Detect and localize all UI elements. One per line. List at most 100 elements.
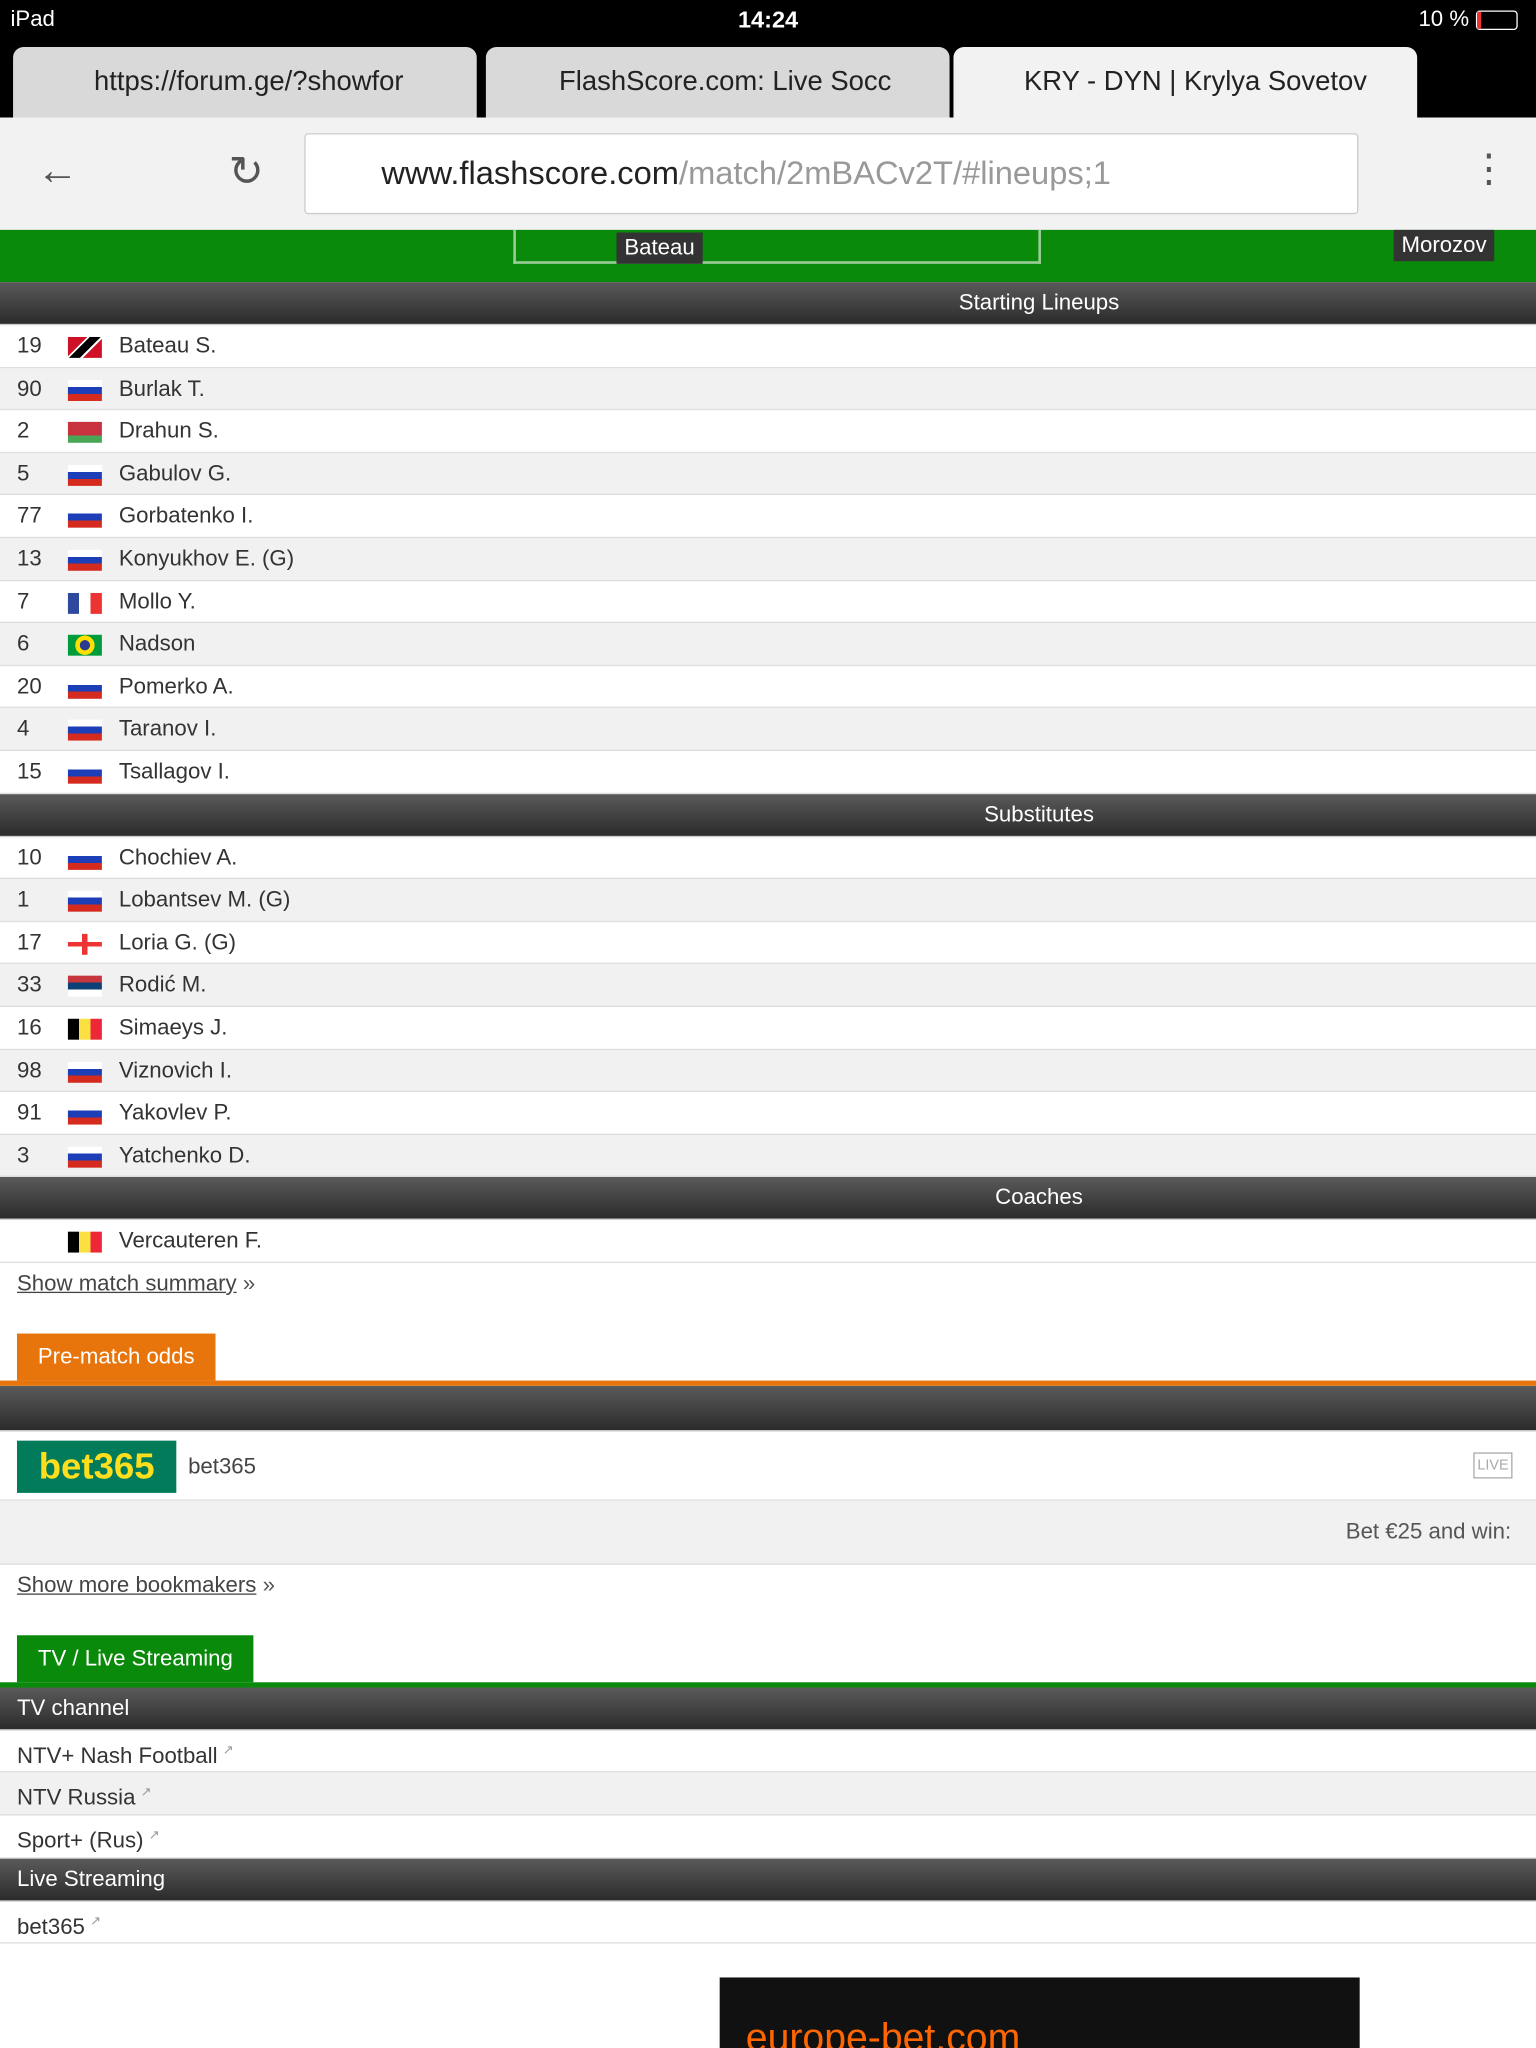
bookmaker-link[interactable]: bet365 (188, 1453, 256, 1479)
reload-button[interactable]: ↻ (228, 147, 264, 195)
shirt-number: 5 (16, 460, 30, 486)
tab-title: FlashScore.com: Live Socc (559, 66, 892, 97)
player-row: 5 Gabulov G. (0, 452, 1536, 496)
pitch (0, 229, 1536, 283)
bookmaker-row: bet365 bet365 LIVE (0, 1431, 1536, 1501)
pitch-player[interactable]: Morozov (1393, 229, 1495, 262)
player-name: Simaeys J. (118, 1014, 228, 1040)
shirt-number: 3 (16, 1142, 30, 1168)
battery-icon (1475, 10, 1518, 31)
shirt-number: 6 (16, 631, 30, 656)
flag (67, 848, 102, 870)
shirt-number: 90 (16, 375, 42, 401)
player-row: 17 Loria G. (G) (0, 922, 1536, 965)
flag (67, 890, 102, 912)
channel-row: NTV+ Nash Football ↗ (0, 1730, 1536, 1774)
flag (67, 933, 102, 955)
section-title: Starting Lineups (958, 289, 1120, 315)
menu-button[interactable]: ⋮ (1469, 147, 1509, 191)
player-row: 6 Nadson (0, 623, 1536, 666)
channel-link[interactable]: NTV+ Nash Football (16, 1743, 218, 1768)
player-name: Burlak T. (118, 375, 205, 401)
arrow: » (262, 1572, 275, 1598)
channel-link[interactable]: bet365 (16, 1913, 85, 1939)
more-bookmakers-link[interactable]: Show more bookmakers (16, 1572, 257, 1598)
player-row: 91 Yakovlev P. (0, 1092, 1536, 1135)
live-icon: LIVE (1473, 1452, 1513, 1479)
tab[interactable]: https://forum.ge/?showfor (13, 47, 477, 118)
player-name: Vercauteren F. (118, 1228, 263, 1253)
back-button[interactable]: ← (36, 146, 79, 194)
external-icon: ↗ (148, 1828, 160, 1844)
more-bookmakers: Show more bookmakers » (0, 1565, 1536, 1607)
tab-button[interactable]: TV / Live Streaming (16, 1635, 254, 1683)
player-name: Yakovlev P. (118, 1099, 232, 1125)
flag (67, 592, 102, 614)
section-title: Coaches (995, 1185, 1083, 1210)
flag (67, 1061, 102, 1083)
flag (67, 976, 102, 997)
channel-row: NTV Russia ↗ (0, 1773, 1536, 1816)
tab-title: KRY - DYN | Krylya Sovetov (1023, 66, 1367, 97)
channel-link[interactable]: NTV Russia (16, 1785, 136, 1811)
section-title: Substitutes (984, 801, 1094, 827)
channel-link[interactable]: Sport+ (Rus) (16, 1828, 144, 1854)
player-row: 13 Konyukhov E. (G) (0, 538, 1536, 581)
tab[interactable]: FlashScore.com: Live Socc (485, 47, 950, 118)
pitch-player[interactable]: Bateau (616, 232, 703, 264)
stream-header-title: Live Streaming (16, 1865, 166, 1891)
summary-link[interactable]: Show match summary (16, 1270, 237, 1296)
shirt-number: 10 (16, 844, 42, 870)
ad[interactable]: europe-bet.com (719, 1977, 1360, 2048)
player-list: 10 Chochiev A. 1 Lobantsev M. (G) 17 Loria G.… (0, 837, 1536, 1178)
player-name: Pomerko A. (118, 673, 234, 699)
player-row: 33 Rodić M. (0, 964, 1536, 1007)
flag (67, 1018, 102, 1040)
player-name: Rodić M. (118, 972, 207, 997)
player-name: Gorbatenko I. (118, 503, 254, 529)
shirt-number: 17 (16, 929, 42, 955)
player-row: 77 Gorbatenko I. (0, 496, 1536, 539)
player-row: 2 Drahun S. (0, 410, 1536, 453)
flag (67, 1232, 102, 1253)
channel-row: bet365 ↗ (0, 1901, 1536, 1944)
player-name: Yatchenko D. (118, 1142, 251, 1168)
player-name: Viznovich I. (118, 1057, 232, 1083)
flag (67, 336, 102, 358)
tab-button[interactable]: Pre-match odds (16, 1333, 216, 1381)
shirt-number: 98 (16, 1057, 42, 1083)
section-header: Substitutes (0, 793, 1536, 837)
flag (67, 507, 102, 529)
shirt-number: 13 (16, 545, 42, 571)
flag (67, 422, 102, 444)
player-name: Nadson (118, 631, 196, 656)
flag (67, 379, 102, 401)
url-bar[interactable]: www.flashscore.com/match/2mBACv2T/#lineu… (304, 133, 1359, 215)
shirt-number: 77 (16, 503, 42, 529)
tv-tabs: TV / Live Streaming (0, 1630, 1536, 1688)
flag (67, 720, 102, 742)
flag (67, 762, 102, 784)
player-row: 90 Burlak T. (0, 367, 1536, 411)
flag (67, 677, 102, 699)
player-row: 16 Simaeys J. (0, 1007, 1536, 1050)
arrow: » (242, 1270, 256, 1296)
player-row: 3 Yatchenko D. (0, 1134, 1536, 1178)
external-icon: ↗ (90, 1914, 102, 1929)
player-row: 1 Lobantsev M. (G) (0, 879, 1536, 922)
device: iPad (10, 6, 55, 32)
shirt-number: 15 (16, 758, 42, 784)
summary: Show match summary » (0, 1263, 1536, 1305)
channel-row: Sport+ (Rus) ↗ (0, 1816, 1536, 1859)
flag (67, 549, 102, 571)
player-row: 15 Tsallagov I. (0, 751, 1536, 794)
flag (67, 1103, 102, 1125)
player-name: Konyukhov E. (G) (118, 545, 295, 571)
player-name: Drahun S. (118, 418, 219, 444)
url-path: /match/2mBACv2T/#lineups;1 (678, 155, 1111, 192)
player-name: Loria G. (G) (118, 929, 237, 955)
player-list: Vercauteren F. (0, 1220, 1536, 1263)
tab[interactable]: KRY - DYN | Krylya Sovetov (953, 47, 1418, 118)
player-name: Lobantsev M. (G) (118, 887, 291, 912)
